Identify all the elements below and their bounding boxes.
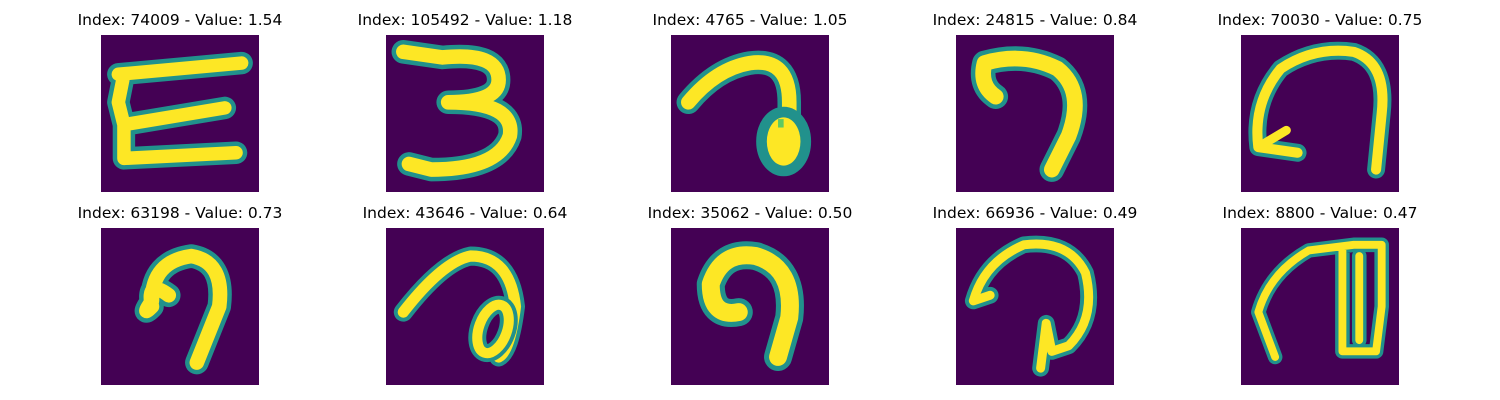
digit-glyph-arch (1248, 41, 1392, 179)
cell-title: Index: 43646 - Value: 0.64 (362, 204, 568, 222)
digit-cell-5: Index: 70030 - Value: 0.75 (1178, 10, 1462, 192)
digit-image (386, 228, 544, 385)
digit-image (956, 35, 1114, 192)
cell-title: Index: 63198 - Value: 0.73 (77, 204, 283, 222)
digit-cell-8: Index: 35062 - Value: 0.50 (608, 203, 892, 385)
cell-title: Index: 8800 - Value: 0.47 (1222, 204, 1418, 222)
digit-image (671, 35, 829, 192)
digit-image (101, 228, 259, 385)
digit-image (671, 228, 829, 385)
digit-cell-1: Index: 74009 - Value: 1.54 (38, 10, 322, 192)
digit-cell-10: Index: 8800 - Value: 0.47 (1178, 203, 1462, 385)
digit-glyph-seven-hook (970, 46, 1088, 182)
digit-glyph-arch-loop (964, 235, 1098, 377)
cell-title: Index: 24815 - Value: 0.84 (932, 11, 1138, 29)
digit-image (101, 35, 259, 192)
digit-glyph-thick-curl (696, 241, 804, 371)
cell-title: Index: 70030 - Value: 0.75 (1217, 11, 1423, 29)
digit-cell-4: Index: 24815 - Value: 0.84 (893, 10, 1177, 192)
digit-cell-9: Index: 66936 - Value: 0.49 (893, 203, 1177, 385)
digit-glyph-zigzag-e (107, 51, 253, 170)
digit-cell-7: Index: 43646 - Value: 0.64 (323, 203, 607, 385)
cell-title: Index: 74009 - Value: 1.54 (77, 11, 283, 29)
digit-image (1241, 228, 1399, 385)
digit-glyph-curl (134, 244, 232, 375)
cell-title: Index: 4765 - Value: 1.05 (652, 11, 848, 29)
digit-cell-6: Index: 63198 - Value: 0.73 (38, 203, 322, 385)
digit-image (1241, 35, 1399, 192)
digit-glyph-hook-loop (676, 50, 812, 177)
digit-glyph-arch-box (1251, 237, 1389, 365)
digit-image (386, 35, 544, 192)
digit-glyph-three (391, 40, 523, 182)
cell-title: Index: 35062 - Value: 0.50 (647, 204, 853, 222)
digit-cell-3: Index: 4765 - Value: 1.05 (608, 10, 892, 192)
cell-title: Index: 105492 - Value: 1.18 (357, 11, 573, 29)
digit-image (956, 228, 1114, 385)
digit-cell-2: Index: 105492 - Value: 1.18 (323, 10, 607, 192)
cell-title: Index: 66936 - Value: 0.49 (932, 204, 1138, 222)
digit-glyph-hook-oval (393, 246, 525, 367)
